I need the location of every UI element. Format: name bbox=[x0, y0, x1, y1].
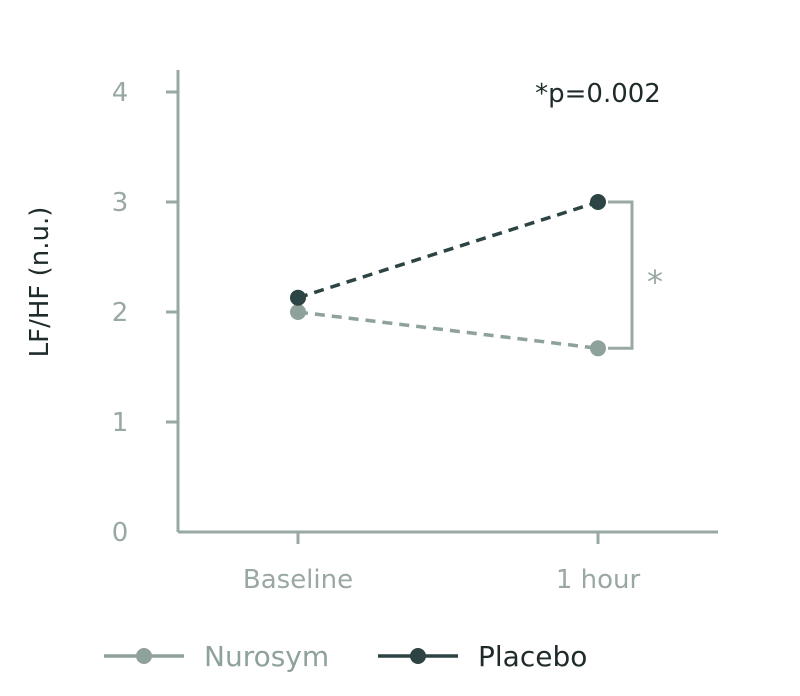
legend-swatch-dot bbox=[410, 648, 426, 664]
p-value-annotation: *p=0.002 bbox=[535, 79, 661, 109]
y-tick-label: 1 bbox=[112, 408, 129, 438]
legend-swatch-dot bbox=[136, 648, 152, 664]
data-point-nurosym bbox=[290, 304, 306, 320]
significance-bracket: * bbox=[608, 200, 663, 350]
y-tick-label: 0 bbox=[112, 518, 129, 548]
axes bbox=[176, 70, 718, 534]
x-tick-label: 1 hour bbox=[556, 565, 641, 595]
significance-star: * bbox=[647, 263, 663, 301]
x-tick-label: Baseline bbox=[243, 565, 353, 595]
series-line-nurosym bbox=[297, 310, 599, 351]
bracket-line bbox=[608, 200, 634, 350]
series-group bbox=[290, 194, 606, 357]
data-point-placebo bbox=[290, 289, 306, 306]
y-tick-label: 3 bbox=[112, 188, 129, 218]
legend: Nurosym Placebo bbox=[104, 640, 587, 673]
legend-label: Placebo bbox=[478, 640, 587, 673]
tick-group: 0 1 2 3 4 Baseline 1 hour bbox=[112, 78, 641, 595]
y-axis-title: LF/HF (n.u.) bbox=[25, 207, 55, 358]
series-line-placebo bbox=[297, 200, 599, 300]
data-point-placebo bbox=[590, 194, 606, 210]
y-tick-label: 2 bbox=[112, 298, 129, 328]
legend-label: Nurosym bbox=[204, 640, 329, 673]
y-tick-label: 4 bbox=[112, 78, 129, 108]
data-point-nurosym bbox=[590, 340, 606, 357]
